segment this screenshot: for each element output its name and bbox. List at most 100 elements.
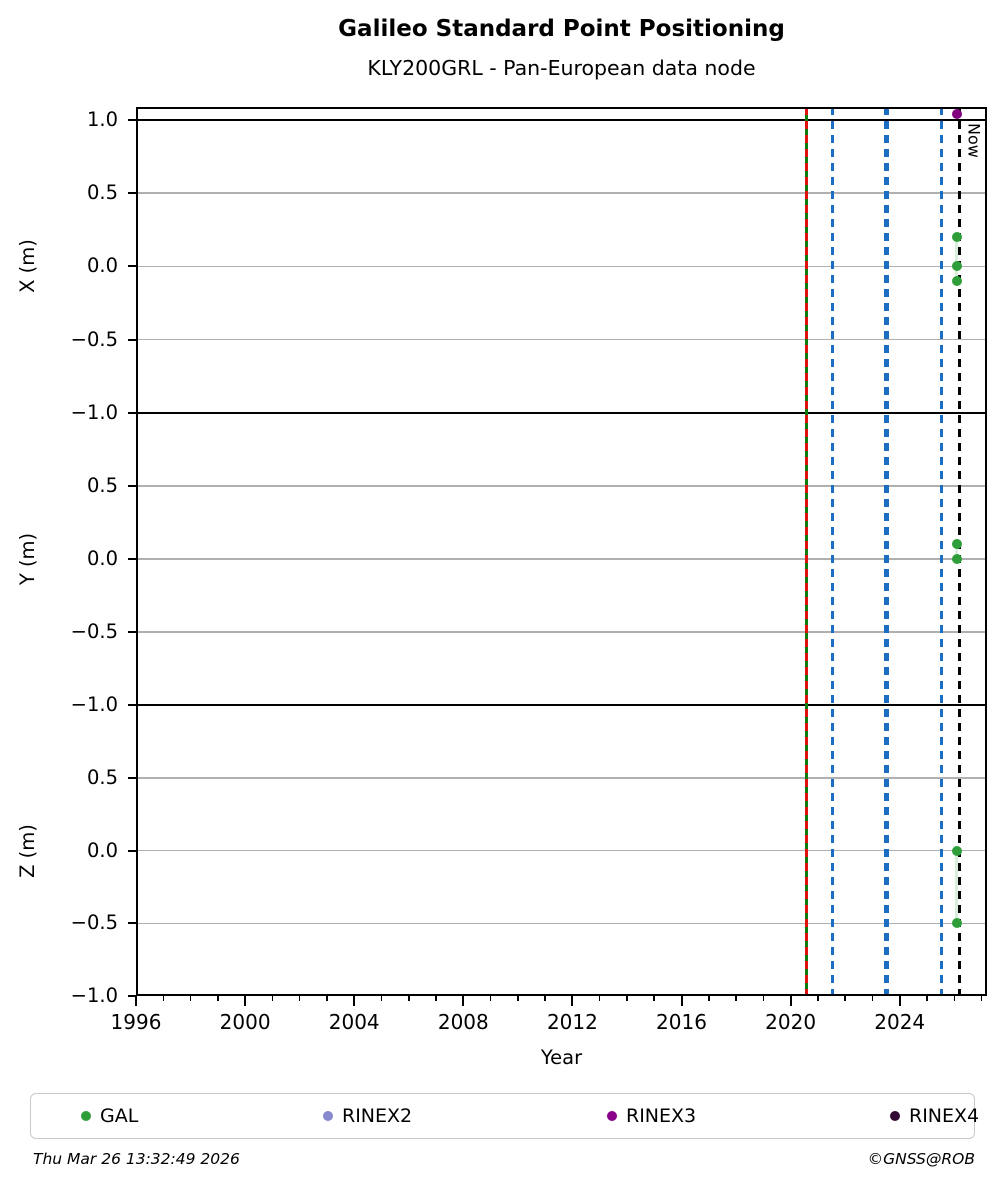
legend-label: RINEX3: [626, 1105, 697, 1127]
y-axis-label: Y (m): [16, 532, 39, 586]
x-minor-tick: [953, 996, 956, 1001]
legend-marker-icon: [890, 1111, 900, 1121]
x-major-tick: [680, 996, 683, 1006]
legend-marker-icon: [81, 1111, 91, 1121]
plot-area: Now 1.0 0.5 0.0 −0.5 −1.0 X (m) 0.5 0.0 −0.5 −1.0 Y…: [16, 107, 987, 1034]
y-tick-label: 0.5: [86, 180, 118, 204]
credit: ©GNSS@ROB: [867, 1150, 975, 1168]
gridline: [136, 849, 987, 852]
x-major-tick: [135, 996, 137, 1006]
gridline: [136, 558, 987, 560]
x-minor-tick: [408, 996, 410, 1001]
y-tick-label: 0.0: [86, 838, 118, 862]
event-line: [831, 107, 835, 996]
x-tick-label: 1996: [110, 1010, 162, 1034]
legend-marker-icon: [323, 1111, 333, 1121]
x-minor-tick: [708, 996, 710, 1001]
left-spine: [136, 107, 138, 996]
legend-item-rinex2: RINEX2: [323, 1094, 412, 1138]
series-connector: [955, 850, 959, 924]
x-minor-tick: [598, 996, 601, 1001]
y-tick: [128, 776, 136, 779]
x-minor-tick: [626, 996, 628, 1001]
y-tick: [128, 631, 136, 633]
legend-label: RINEX4: [909, 1105, 980, 1127]
x-minor-tick: [298, 996, 301, 1001]
now-label: Now: [964, 123, 984, 158]
gridline: [136, 777, 987, 779]
y-tick-label: 0.0: [86, 547, 118, 570]
x-minor-tick: [380, 996, 383, 1001]
x-major-tick: [244, 996, 247, 1006]
bottom-spine: [136, 994, 987, 996]
x-tick-label: 2020: [765, 1010, 817, 1034]
y-tick: [128, 191, 136, 194]
data-point-gal: [951, 231, 962, 242]
x-minor-tick: [162, 996, 165, 1001]
legend-label: RINEX2: [342, 1105, 413, 1127]
top-spine: [136, 107, 987, 109]
data-point-gal: [951, 918, 962, 929]
x-minor-tick: [735, 996, 737, 1001]
gridline: [136, 338, 987, 341]
x-minor-tick: [817, 996, 819, 1001]
y-tick: [128, 338, 136, 341]
y-tick: [128, 995, 136, 997]
y-tick-label: 0.5: [86, 474, 118, 497]
data-point-gal: [951, 261, 962, 272]
x-minor-tick: [653, 996, 655, 1001]
y-tick-label: −0.5: [70, 620, 118, 643]
x-major-tick: [898, 996, 901, 1006]
x-major-tick: [353, 996, 356, 1006]
x-axis-label: Year: [540, 1046, 583, 1069]
right-spine: [985, 107, 987, 996]
x-minor-tick: [517, 996, 519, 1001]
gridline: [136, 192, 987, 194]
x-minor-tick: [926, 996, 928, 1001]
x-major-tick: [789, 996, 792, 1006]
y-tick-label: 1.0: [86, 107, 118, 131]
x-minor-tick: [271, 996, 274, 1001]
y-tick: [128, 265, 136, 268]
panel-boundary-line: [136, 118, 987, 121]
x-minor-tick: [844, 996, 846, 1001]
series-connector: [955, 544, 959, 559]
y-tick: [128, 485, 136, 487]
x-minor-tick: [762, 996, 765, 1001]
y-axis-label: Z (m): [16, 823, 39, 878]
y-tick-label: −1.0: [70, 984, 118, 1007]
x-tick-label: 2024: [874, 1010, 926, 1034]
y-tick-label: −0.5: [70, 911, 118, 935]
gridline: [136, 922, 987, 924]
x-tick-label: 2004: [328, 1010, 380, 1034]
gridline: [136, 485, 987, 487]
chart-title: Galileo Standard Point Positioning: [338, 16, 785, 42]
x-tick-label: 2000: [219, 1010, 271, 1034]
data-point-gal: [951, 275, 962, 286]
panel-boundary-line: [136, 412, 987, 414]
data-point-gal: [951, 539, 962, 550]
series-connector: [955, 236, 959, 281]
legend-item-gal: GAL: [81, 1094, 138, 1138]
data-point-rinex3: [951, 108, 962, 119]
timestamp: Thu Mar 26 13:32:49 2026: [33, 1150, 240, 1168]
gridline: [136, 631, 987, 633]
legend-item-rinex4: RINEX4: [890, 1094, 979, 1138]
legend-item-rinex3: RINEX3: [607, 1094, 696, 1138]
x-tick-label: 2016: [656, 1010, 707, 1034]
event-line: [940, 107, 944, 996]
x-tick-label: 2012: [546, 1010, 598, 1034]
y-tick-label: −0.5: [70, 327, 118, 351]
legend-marker-icon: [607, 1111, 617, 1121]
x-major-tick: [571, 996, 574, 1006]
x-minor-tick: [326, 996, 328, 1001]
x-minor-tick: [435, 996, 437, 1001]
x-minor-tick: [871, 996, 874, 1001]
legend: GAL RINEX2 RINEX3 RINEX4: [30, 1093, 979, 1139]
y-tick: [128, 849, 136, 852]
x-minor-tick: [217, 996, 219, 1001]
now-line: [958, 107, 962, 996]
y-tick-label: −1.0: [70, 401, 118, 424]
data-point-gal: [951, 554, 962, 564]
